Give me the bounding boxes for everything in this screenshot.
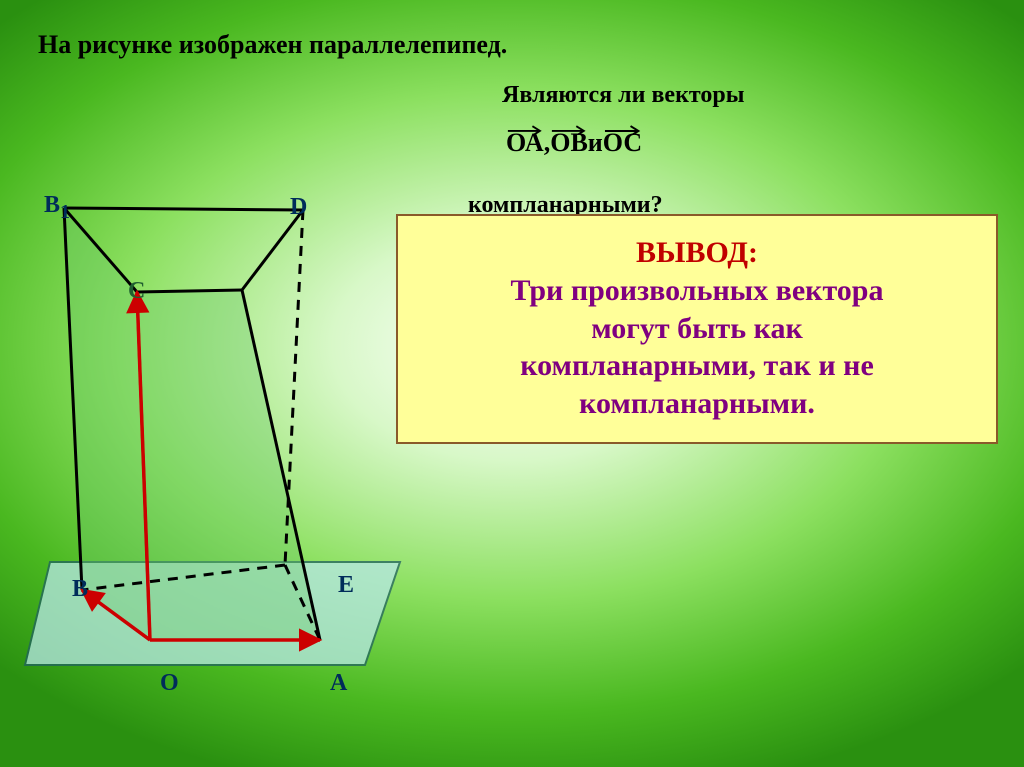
conclusion-box: ВЫВОД: Три произвольных вектора могут бы… <box>396 214 998 444</box>
vertex-label-D: D <box>290 194 307 221</box>
arrow-icon <box>603 112 642 124</box>
parallelepiped-diagram: B1 D C E B O A <box>20 170 440 730</box>
conclusion-title: ВЫВОД: <box>636 236 758 270</box>
conclusion-line: могут быть как <box>511 310 884 348</box>
vector-list: ОА , ОВ и ОС <box>506 128 642 158</box>
vertex-label-A: A <box>330 670 347 697</box>
separator: и <box>588 128 603 158</box>
vertex-label-E: E <box>338 572 354 599</box>
vector-OC: ОС <box>603 128 642 158</box>
vertex-label-C: C <box>128 278 145 305</box>
diagram-svg <box>20 170 440 730</box>
vertex-label-O: O <box>160 670 179 697</box>
vertex-label-B: B <box>72 576 88 603</box>
conclusion-line: компланарными, так и не <box>511 347 884 385</box>
arrow-icon <box>506 112 544 124</box>
arrow-icon <box>550 112 588 124</box>
page-title: На рисунке изображен параллелепипед. <box>38 30 507 60</box>
vector-OB: ОВ <box>550 128 588 158</box>
vector-OA: ОА <box>506 128 544 158</box>
question-text: Являются ли векторы <box>502 82 744 109</box>
vertex-label-B1: B1 <box>44 192 70 224</box>
conclusion-line: компланарными. <box>511 385 884 423</box>
conclusion-line: Три произвольных вектора <box>511 272 884 310</box>
conclusion-body: Три произвольных вектора могут быть как … <box>511 272 884 422</box>
